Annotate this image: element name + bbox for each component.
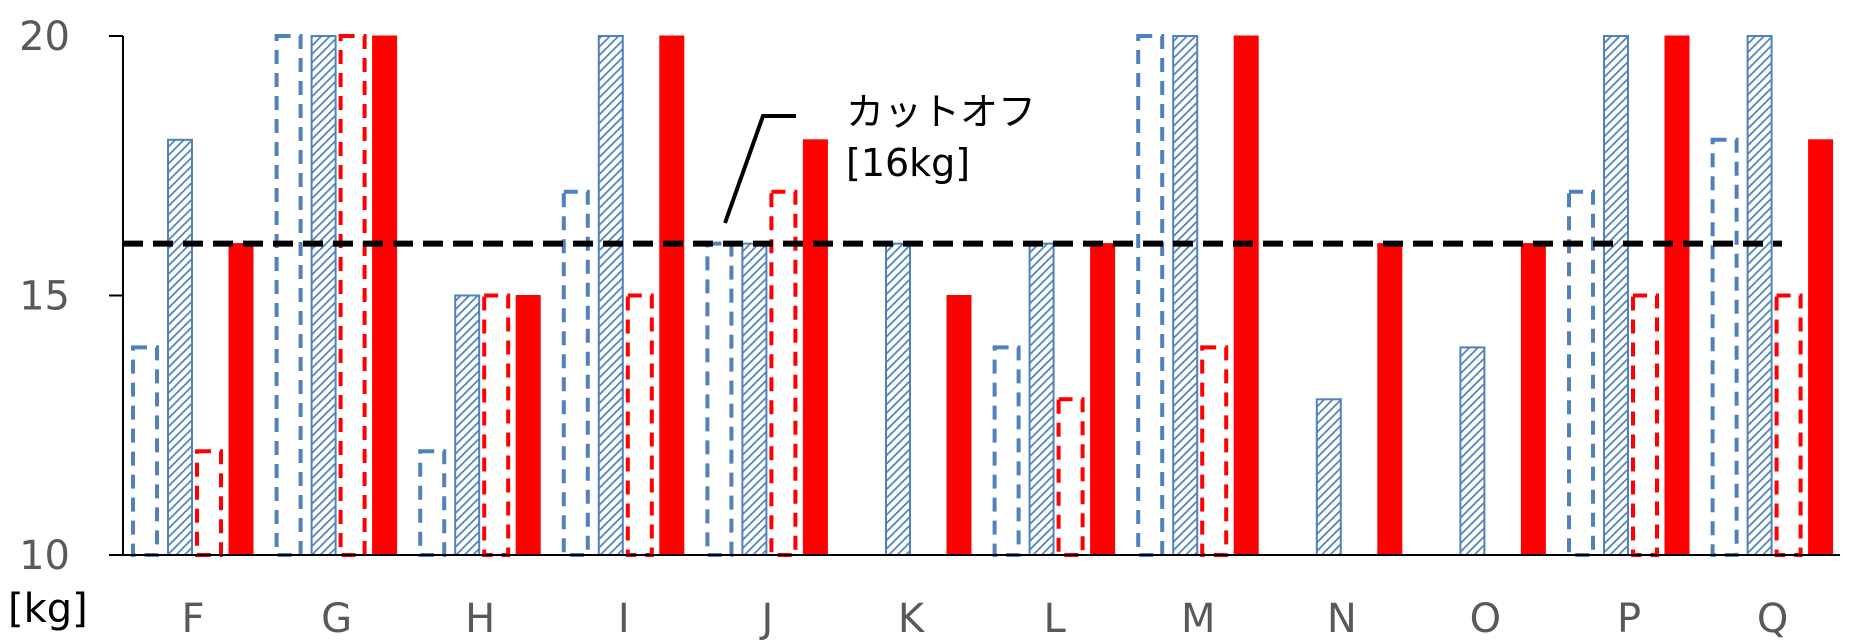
bar-red-solid (659, 35, 685, 556)
x-category-label: J (759, 596, 774, 640)
x-category-label: Q (1757, 596, 1788, 640)
x-categories-layer: F G H I J K L M N O P Q (181, 596, 1788, 640)
bar-blue-hatched (167, 138, 193, 557)
y-unit-label: [kg] (8, 586, 88, 632)
y-tick-label: 20 (19, 14, 70, 60)
bar-blue-dashed (705, 241, 734, 557)
bar-red-solid (1233, 35, 1259, 556)
cutoff-leader-line (723, 114, 796, 224)
bar-red-dashed (1056, 397, 1085, 557)
bar-blue-hatched (1459, 346, 1486, 556)
bars-layer (131, 34, 1834, 558)
bar-red-dashed (338, 34, 367, 557)
x-category-label: H (465, 596, 495, 640)
x-category-label: K (898, 596, 926, 640)
bar-blue-hatched (310, 35, 337, 556)
x-category-label: L (1043, 596, 1066, 640)
bar-red-dashed (195, 449, 223, 558)
bar-red-solid (1377, 243, 1403, 556)
bar-blue-dashed (561, 189, 590, 557)
bar-blue-dashed (274, 34, 303, 557)
bar-blue-hatched (741, 242, 768, 556)
bar-red-dashed (1774, 293, 1803, 557)
x-category-label: I (618, 596, 630, 640)
y-ticks-layer: 10 15 20 (19, 14, 123, 579)
bar-blue-dashed (131, 345, 159, 557)
bar-blue-hatched (1603, 35, 1629, 556)
bar-blue-hatched (1746, 35, 1773, 556)
cutoff-label-line2: [16kg] (846, 141, 970, 185)
bar-red-solid (515, 295, 541, 556)
bar-blue-hatched (1028, 242, 1055, 556)
cutoff-label-line1: カットオフ (846, 90, 1036, 134)
bar-blue-dashed (1136, 34, 1165, 557)
bar-red-solid (1808, 139, 1834, 556)
bar-blue-hatched (1315, 398, 1342, 556)
bar-red-solid (946, 295, 972, 556)
bar-blue-hatched (1172, 35, 1199, 556)
bar-blue-hatched (885, 242, 911, 556)
bar-red-dashed (1200, 345, 1229, 557)
bar-red-dashed (769, 189, 798, 557)
bar-red-dashed (1631, 293, 1659, 557)
bar-red-solid (228, 243, 254, 556)
y-tick-label: 10 (19, 533, 70, 579)
bar-red-solid (372, 35, 398, 556)
bar-red-dashed (482, 293, 511, 557)
x-category-label: F (181, 596, 204, 640)
bar-blue-hatched (597, 35, 624, 556)
bar-blue-dashed (1710, 137, 1739, 558)
bar-red-solid (1090, 243, 1116, 556)
y-tick-label: 15 (19, 274, 70, 320)
x-category-label: G (321, 596, 352, 640)
bar-red-solid (802, 139, 828, 556)
bar-red-solid (1520, 243, 1546, 556)
x-category-label: M (1181, 596, 1216, 640)
bar-blue-dashed (992, 345, 1021, 557)
x-category-label: N (1327, 596, 1357, 640)
bar-blue-dashed (418, 449, 447, 558)
bar-blue-hatched (454, 294, 481, 556)
x-category-label: P (1617, 596, 1641, 640)
bar-red-dashed (625, 293, 654, 557)
bar-red-solid (1664, 35, 1690, 556)
x-category-label: O (1470, 596, 1501, 640)
